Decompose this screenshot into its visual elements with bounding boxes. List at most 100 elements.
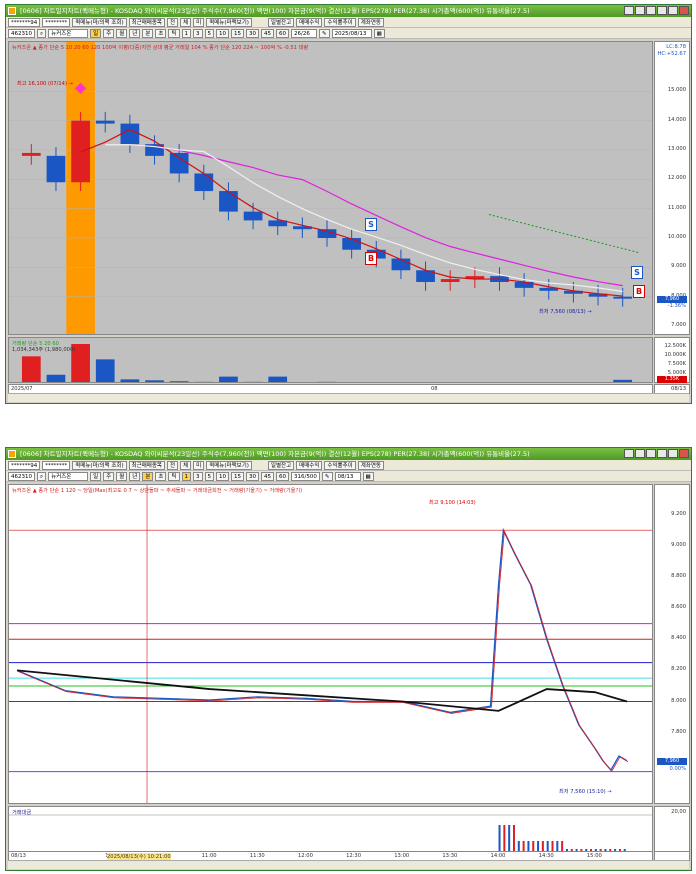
date-field[interactable]: 2025/08/13 xyxy=(331,28,372,38)
daily-balance-button[interactable]: 일별잔고 xyxy=(267,460,295,470)
stock-name-field[interactable]: 뉴커즈온 xyxy=(48,28,89,38)
price-axis[interactable]: 9.200 9.000 8.800 8.600 8.400 8.200 8.000 7.800… xyxy=(654,484,690,804)
quick-view-button[interactable]: 퀵메뉴(마맥보기) xyxy=(206,17,252,27)
scrollbar[interactable] xyxy=(8,393,689,402)
x-tick: 12:30 xyxy=(346,853,362,859)
current-pct-label: 0.00% xyxy=(669,765,686,772)
volume-bar xyxy=(613,379,633,382)
recent-trades-button[interactable]: 최근매매종목 xyxy=(128,17,165,27)
link-icon[interactable] xyxy=(635,449,645,458)
period-minute-button[interactable]: 분 xyxy=(142,471,154,481)
candle xyxy=(243,211,263,221)
filter-unfilled-button[interactable]: 미 xyxy=(193,17,205,27)
min-15-button[interactable]: 15 xyxy=(231,28,245,38)
quick-query-button[interactable]: 퀵메뉴(마/의맥 조회) xyxy=(72,460,127,470)
password-field[interactable]: ******** xyxy=(42,460,71,470)
min-60-button[interactable]: 60 xyxy=(276,471,290,481)
bar-count-field[interactable]: 26/26 xyxy=(291,28,318,38)
daily-chart-window: [0606] 차트일지차트(퀵메뉴형) - KOSDAQ 와이씨분석(23일선)… xyxy=(5,4,692,404)
min-30-button[interactable]: 30 xyxy=(246,471,260,481)
min-60-button[interactable]: 60 xyxy=(276,28,290,38)
min-10-button[interactable]: 10 xyxy=(216,471,230,481)
link-icon[interactable] xyxy=(635,6,645,15)
period-day-button[interactable]: 일 xyxy=(90,471,102,481)
period-day-button[interactable]: 일 xyxy=(90,28,102,38)
period-month-button[interactable]: 월 xyxy=(116,28,128,38)
min-10-button[interactable]: 10 xyxy=(216,28,230,38)
minimize-icon[interactable] xyxy=(657,6,667,15)
min-5-button[interactable]: 5 xyxy=(204,28,215,38)
candle xyxy=(613,296,633,299)
trade-profit-button[interactable]: 매매수익 xyxy=(296,17,323,27)
password-field[interactable]: ******** xyxy=(42,17,71,27)
filter-all-button[interactable]: 전 xyxy=(167,460,179,470)
volume-chart[interactable]: 거래량 단순 5 20 60 1,034,343주 (1,980,000) xyxy=(8,337,653,383)
pin-icon[interactable] xyxy=(624,449,634,458)
stock-code-input[interactable]: 462310 xyxy=(8,28,35,38)
min-30-button[interactable]: 30 xyxy=(246,28,260,38)
recent-trades-button[interactable]: 최근매매종목 xyxy=(128,460,165,470)
account-select[interactable]: *******94 xyxy=(8,460,41,470)
date-field[interactable]: 08/13 xyxy=(334,471,361,481)
filter-body-button[interactable]: 체 xyxy=(180,460,192,470)
min-45-button[interactable]: 45 xyxy=(261,28,275,38)
period-second-button[interactable]: 초 xyxy=(155,28,167,38)
period-year-button[interactable]: 년 xyxy=(129,471,141,481)
period-month-button[interactable]: 월 xyxy=(116,471,128,481)
settings-icon[interactable] xyxy=(646,449,656,458)
period-tick-button[interactable]: 틱 xyxy=(168,471,180,481)
volume-bar xyxy=(268,376,288,382)
filter-unfilled-button[interactable]: 미 xyxy=(193,460,205,470)
price-chart[interactable]: 뉴커즈온 ▲ 종가 단순 5 10 20 60 120 100억 이평(다중)지… xyxy=(8,41,653,335)
filter-body-button[interactable]: 체 xyxy=(180,17,192,27)
daily-balance-button[interactable]: 일별잔고 xyxy=(267,17,295,27)
bar-count-field[interactable]: 316/500 xyxy=(291,471,320,481)
min-3-button[interactable]: 3 xyxy=(193,471,203,481)
min-45-button[interactable]: 45 xyxy=(261,471,275,481)
sell-signal-2: S xyxy=(631,266,643,279)
period-second-button[interactable]: 초 xyxy=(155,471,167,481)
min-15-button[interactable]: 15 xyxy=(231,471,245,481)
account-select[interactable]: *******94 xyxy=(8,17,41,27)
account-link-checkbox[interactable]: 계좌연동 xyxy=(357,460,384,470)
quick-query-button[interactable]: 퀵메뉴(마/의맥 조회) xyxy=(72,17,127,27)
stock-name-field[interactable]: 뉴커즈온 xyxy=(48,471,89,481)
calendar-icon[interactable]: ▦ xyxy=(373,28,385,38)
close-icon[interactable] xyxy=(679,449,689,458)
quick-view-button[interactable]: 퀵메뉴(마맥보기) xyxy=(206,460,252,470)
settings-icon[interactable] xyxy=(646,6,656,15)
maximize-icon[interactable] xyxy=(668,449,678,458)
period-tick-button[interactable]: 틱 xyxy=(168,28,180,38)
stock-code-input[interactable]: 462310 xyxy=(8,471,35,481)
intraday-chart[interactable]: 뉴커즈온 ▲ 종가 단순 1 120 ~ 당일(Max)최고도 0 7 ~ 상단… xyxy=(8,484,653,804)
calendar-icon[interactable]: ▦ xyxy=(362,471,374,481)
period-year-button[interactable]: 년 xyxy=(129,28,141,38)
trade-profit-button[interactable]: 매매수익 xyxy=(296,460,323,470)
price-axis[interactable]: LC:8.78 HC:+52.67 15.000 14.000 13.000 12.000… xyxy=(654,41,690,335)
min-1-button[interactable]: 1 xyxy=(181,471,192,481)
search-icon[interactable]: ⌕ xyxy=(37,471,47,481)
volume-bar xyxy=(21,356,41,382)
period-week-button[interactable]: 주 xyxy=(103,471,115,481)
pin-icon[interactable] xyxy=(624,6,634,15)
tool-icon[interactable]: ✎ xyxy=(319,28,330,38)
period-week-button[interactable]: 주 xyxy=(103,28,115,38)
min-3-button[interactable]: 3 xyxy=(193,28,203,38)
scrollbar[interactable] xyxy=(8,860,689,869)
trade-value-chart[interactable]: 거래대금 xyxy=(8,806,653,856)
profit-trend-button[interactable]: 수익률추이 xyxy=(324,17,356,27)
maximize-icon[interactable] xyxy=(668,6,678,15)
minute-chart-window: [0606] 차트일지차트(퀵메뉴형) - KOSDAQ 와이씨분석(23일선)… xyxy=(5,447,692,871)
minimize-icon[interactable] xyxy=(657,449,667,458)
account-link-checkbox[interactable]: 계좌연동 xyxy=(357,17,384,27)
period-minute-button[interactable]: 분 xyxy=(142,28,154,38)
min-1-button[interactable]: 1 xyxy=(181,28,192,38)
profit-trend-button[interactable]: 수익률추이 xyxy=(324,460,356,470)
min-5-button[interactable]: 5 xyxy=(204,471,215,481)
filter-all-button[interactable]: 전 xyxy=(167,17,179,27)
search-icon[interactable]: ⌕ xyxy=(37,28,47,38)
candle xyxy=(120,123,140,145)
close-icon[interactable] xyxy=(679,6,689,15)
tool-icon[interactable]: ✎ xyxy=(321,471,333,481)
trade-value-bar xyxy=(512,825,515,855)
